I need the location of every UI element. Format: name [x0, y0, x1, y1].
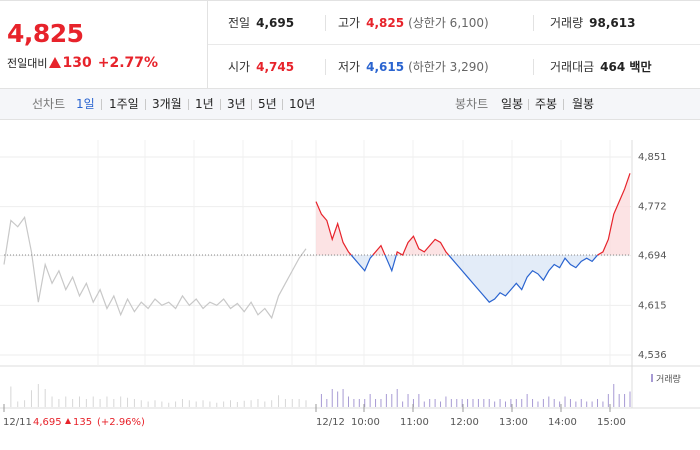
y-tick-label: 4,536: [638, 350, 667, 361]
tab-divider: [251, 99, 252, 110]
x-tick-label: 15:00: [597, 417, 626, 428]
prev-close-value: 4,695: [256, 16, 295, 30]
y-tick-label: 4,694: [638, 251, 667, 262]
open-label: 시가: [228, 60, 251, 74]
up-line: [315, 201, 352, 256]
x-tick-label: 13:00: [499, 417, 528, 428]
upper-limit: (상한가 6,100): [408, 16, 489, 30]
up-line: [597, 173, 631, 256]
chart-grid: [0, 140, 700, 409]
tab-divider: [101, 99, 102, 110]
divider: [533, 15, 534, 31]
prev-day-up-triangle-icon: [65, 418, 71, 424]
down-line: [448, 254, 598, 303]
chart-tab-bar: 선차트 1일 1주일 3개월 1년 3년 5년 10년 봉차트 일봉 주봉 월봉: [0, 89, 700, 120]
tab-1week[interactable]: 1주일: [109, 97, 139, 111]
amount-label: 거래대금: [550, 60, 595, 74]
amount-value: 464 백만: [600, 60, 652, 74]
stat-prev-close: 전일 4,695: [228, 1, 294, 45]
tab-daily-candle[interactable]: 일봉: [501, 97, 524, 111]
y-tick-label: 4,615: [638, 300, 667, 311]
change-label: 전일대비: [7, 57, 48, 70]
x-tick-label: 12:00: [450, 417, 479, 428]
tab-3month[interactable]: 3개월: [152, 97, 182, 111]
divider: [325, 15, 326, 31]
tab-10year[interactable]: 10년: [289, 97, 316, 111]
candle-chart-label: 봉차트: [455, 97, 489, 111]
open-value: 4,745: [256, 60, 295, 74]
stat-amount: 거래대금 464 백만: [550, 45, 651, 89]
tab-divider: [145, 99, 146, 110]
price-change: 전일대비 130 +2.77%: [7, 55, 158, 71]
divider: [325, 59, 326, 75]
volume-label: 거래량: [550, 16, 584, 30]
up-area: [396, 236, 449, 256]
stat-low: 저가 4,615 (하한가 3,290): [338, 45, 489, 89]
current-price-box: 4,825 전일대비 130 +2.77%: [0, 1, 208, 89]
stat-volume: 거래량 98,613: [550, 1, 635, 45]
tab-1year[interactable]: 1년: [195, 97, 214, 111]
axis-labels: 4,851 4,772 4,694 4,615 4,536 거래량 12/12 10:00 11…: [3, 152, 681, 428]
x-tick-label: 10:00: [351, 417, 380, 428]
volume-legend-marker: [651, 374, 653, 382]
current-price: 4,825: [7, 19, 84, 48]
up-triangle-icon: [49, 57, 62, 68]
low-value: 4,615: [366, 60, 405, 74]
down-area: [385, 255, 397, 271]
high-label: 고가: [338, 16, 361, 30]
change-value: 130: [62, 55, 92, 71]
stat-high: 고가 4,825 (상한가 6,100): [338, 1, 489, 45]
y-tick-label: 4,772: [638, 202, 667, 213]
tab-divider: [188, 99, 189, 110]
prev-day-line: [3, 215, 307, 320]
x-tick-label: 11:00: [400, 417, 429, 428]
stat-row-2: 시가 4,745 저가 4,615 (하한가 3,290) 거래대금 464 백만: [208, 45, 700, 89]
tab-3year[interactable]: 3년: [227, 97, 246, 111]
tab-weekly-candle[interactable]: 주봉: [535, 97, 558, 111]
tab-1day[interactable]: 1일: [76, 97, 95, 111]
stat-row-1: 전일 4,695 고가 4,825 (상한가 6,100) 거래량 98,613: [208, 1, 700, 45]
down-area: [448, 255, 598, 303]
volume-bars: [3, 384, 631, 407]
lower-limit: (하한가 3,290): [408, 60, 489, 74]
chart-lines: [3, 173, 631, 320]
low-label: 저가: [338, 60, 361, 74]
tab-divider: [220, 99, 221, 110]
up-line: [395, 235, 450, 256]
line-chart-label: 선차트: [32, 97, 66, 111]
down-line: [350, 254, 374, 272]
prev-day-close: 4,695: [33, 417, 62, 428]
price-summary: 4,825 전일대비 130 +2.77% 전일 4,695 고가 4,825 (상한가 …: [0, 0, 700, 89]
x-tick-label: 12/12: [316, 417, 345, 428]
divider: [533, 59, 534, 75]
tab-monthly-candle[interactable]: 월봉: [572, 97, 595, 111]
prev-day-date: 12/11: [3, 417, 32, 428]
down-area: [351, 255, 373, 271]
tab-5year[interactable]: 5년: [258, 97, 277, 111]
prev-close-label: 전일: [228, 16, 251, 30]
volume-value: 98,613: [589, 16, 636, 30]
down-line: [384, 254, 397, 273]
y-tick-label: 4,851: [638, 152, 667, 163]
prev-day-change: 135: [73, 417, 92, 428]
x-tick-label: 14:00: [548, 417, 577, 428]
volume-legend: 거래량: [656, 373, 681, 385]
tab-divider: [528, 99, 529, 110]
tab-divider: [282, 99, 283, 110]
prev-day-pct: (+2.96%): [97, 417, 145, 428]
high-value: 4,825: [366, 16, 405, 30]
up-line: [372, 244, 386, 256]
stat-open: 시가 4,745: [228, 45, 294, 89]
change-percent: +2.77%: [97, 55, 159, 71]
tab-divider: [563, 99, 564, 110]
